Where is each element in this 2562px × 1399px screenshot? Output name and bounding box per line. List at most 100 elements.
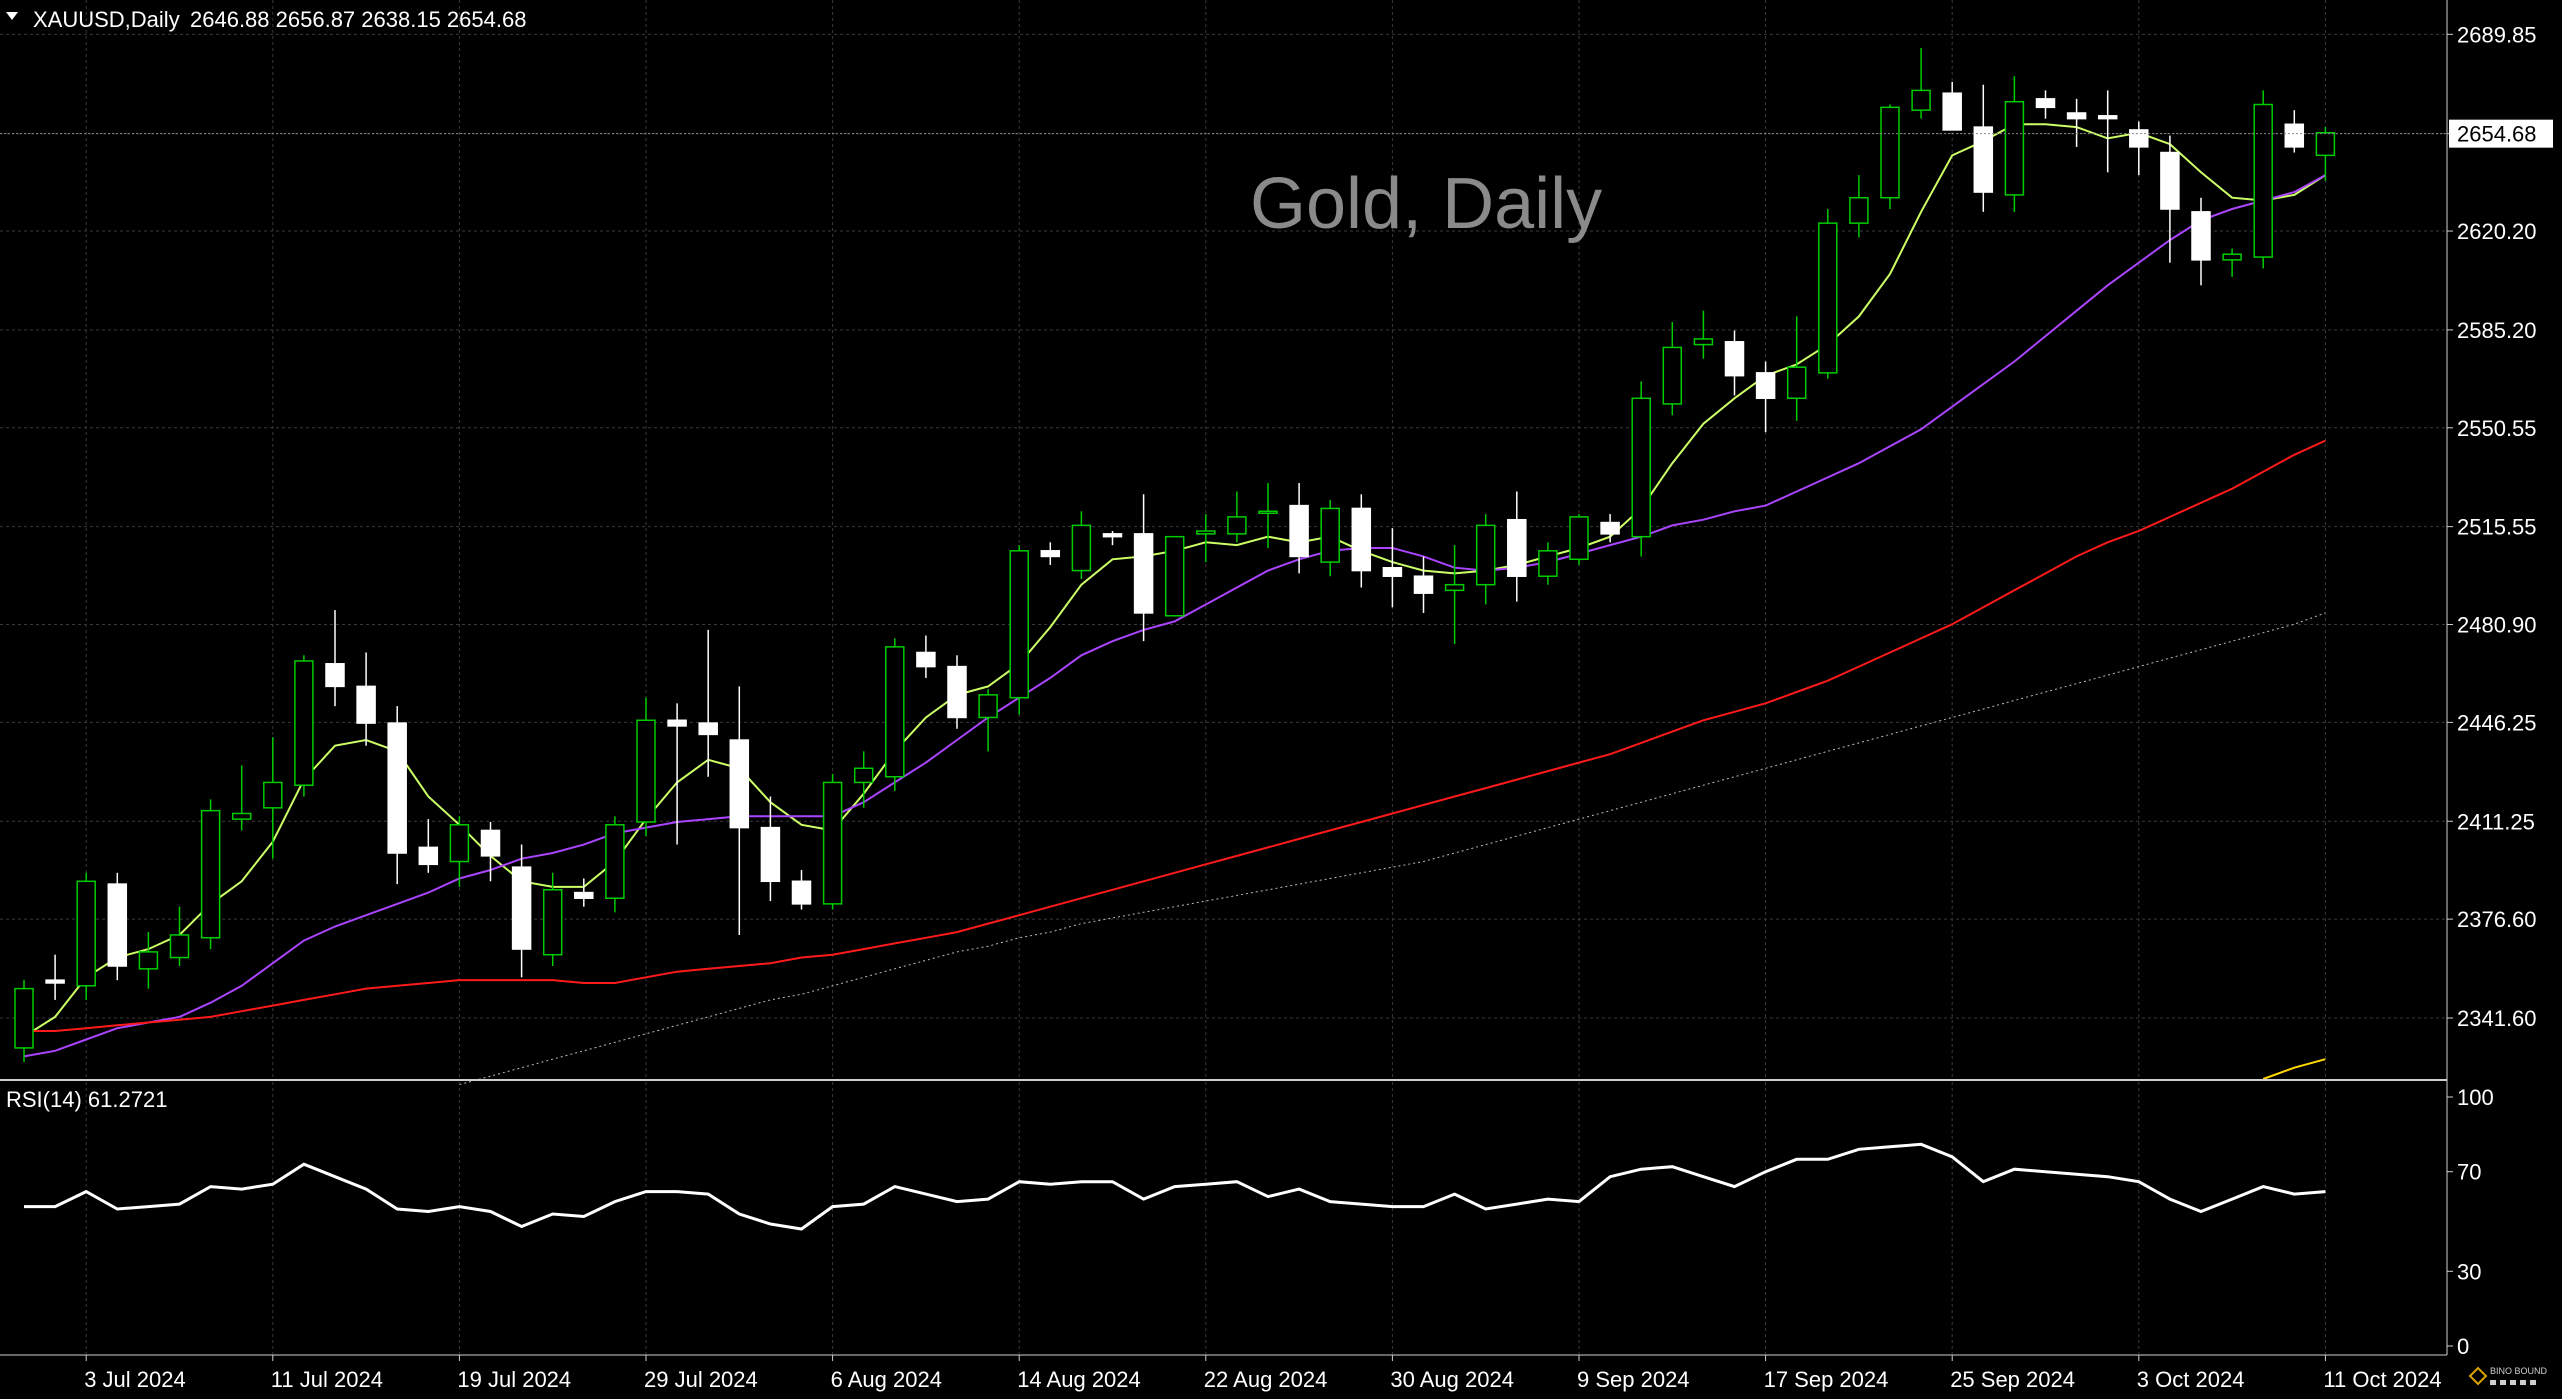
candle[interactable] [1040, 542, 1061, 565]
candle[interactable] [1102, 531, 1123, 546]
candle[interactable] [169, 906, 190, 967]
candle-body [356, 685, 376, 724]
candle[interactable] [853, 751, 874, 808]
candle[interactable] [760, 796, 781, 902]
candle[interactable] [356, 652, 376, 746]
candle[interactable] [1413, 556, 1434, 613]
candle[interactable] [1351, 494, 1372, 588]
candle[interactable] [1569, 514, 1589, 565]
candle-body [729, 739, 750, 829]
candle[interactable] [1444, 545, 1465, 645]
candle[interactable] [1755, 361, 1776, 433]
candle[interactable] [1786, 316, 1807, 421]
candle[interactable] [822, 773, 843, 910]
brand-bar-4 [2520, 1380, 2526, 1385]
candle[interactable] [138, 932, 159, 989]
candle[interactable] [1382, 528, 1403, 608]
candle-body [1133, 533, 1154, 614]
brand-bar-3 [2510, 1380, 2516, 1385]
candle[interactable] [2066, 98, 2087, 147]
candle[interactable] [325, 610, 345, 707]
candle[interactable] [2315, 127, 2336, 181]
candle[interactable] [418, 819, 439, 873]
candle[interactable] [2129, 121, 2149, 176]
candle[interactable] [729, 686, 750, 935]
time-axis[interactable]: 3 Jul 2024 11 Jul 2024 19 Jul 2024 29 Jul 2… [84, 1355, 2442, 1392]
candle-body [760, 826, 781, 883]
candle-body [325, 663, 345, 688]
candle[interactable] [2191, 197, 2211, 286]
collapse-triangle-icon[interactable] [6, 12, 18, 20]
candle[interactable] [885, 638, 905, 791]
candle-body [698, 722, 718, 736]
candle-body [1289, 504, 1309, 558]
candle[interactable] [2097, 90, 2118, 173]
candle[interactable] [1631, 381, 1651, 557]
candle[interactable] [636, 697, 656, 837]
candle[interactable] [1662, 322, 1683, 416]
price-axis[interactable]: 2689.85 2654.68 2620.20 2585.20 2550.55 2515.… [2447, 22, 2553, 1031]
candle[interactable] [1009, 545, 1029, 715]
candle[interactable] [294, 655, 314, 797]
rsi-label: RSI(14) 61.2721 [6, 1087, 167, 1112]
candle[interactable] [574, 878, 594, 907]
candle[interactable] [1227, 491, 1247, 543]
candle-body [1942, 92, 1962, 131]
candle-body [1196, 530, 1216, 535]
candle[interactable] [667, 703, 687, 845]
candle[interactable] [1724, 330, 1745, 396]
candle[interactable] [511, 844, 532, 978]
candle[interactable] [2035, 90, 2056, 119]
candle[interactable] [107, 872, 128, 981]
candle[interactable] [1289, 483, 1309, 574]
candle[interactable] [1693, 310, 1714, 359]
candle[interactable] [1133, 494, 1154, 642]
candle[interactable] [263, 737, 283, 859]
candles[interactable] [14, 48, 2336, 1063]
candle[interactable] [231, 765, 252, 831]
candle[interactable] [791, 869, 812, 910]
candle-body [263, 781, 283, 809]
candle[interactable] [1507, 491, 1527, 602]
candle[interactable] [1320, 499, 1340, 577]
candle[interactable] [387, 706, 407, 885]
candle[interactable] [2253, 90, 2273, 269]
candle[interactable] [45, 954, 65, 1000]
candle[interactable] [2160, 135, 2180, 263]
candle[interactable] [1600, 514, 1620, 543]
candle[interactable] [1258, 483, 1278, 548]
candle-body [1382, 566, 1403, 577]
candle[interactable] [1538, 542, 1558, 585]
candle-body [1818, 222, 1838, 374]
candle[interactable] [1942, 81, 1962, 131]
candle[interactable] [1911, 48, 1931, 119]
candle-body [138, 951, 159, 970]
candle[interactable] [480, 821, 501, 882]
candle[interactable] [605, 816, 625, 913]
candle[interactable] [916, 635, 936, 678]
candle[interactable] [698, 629, 718, 777]
candle[interactable] [14, 980, 34, 1063]
candle[interactable] [542, 872, 563, 967]
candle[interactable] [1164, 535, 1185, 617]
candle[interactable] [978, 689, 998, 752]
candle[interactable] [449, 816, 470, 887]
candle[interactable] [1818, 209, 1838, 379]
brand-text: BINO BOUND [2490, 1366, 2548, 1376]
candle[interactable] [947, 655, 967, 729]
candle[interactable] [1475, 514, 1496, 605]
candle-body [1631, 397, 1651, 538]
candle[interactable] [1071, 511, 1092, 580]
candle[interactable] [1196, 514, 1216, 563]
date-tick-label: 6 Aug 2024 [831, 1367, 942, 1392]
candle[interactable] [1973, 84, 1994, 212]
candle[interactable] [1849, 175, 1869, 238]
candle[interactable] [1880, 104, 1900, 210]
candle[interactable] [2284, 110, 2305, 153]
candle[interactable] [2222, 248, 2242, 277]
candle-body [1102, 533, 1123, 538]
candle[interactable] [76, 872, 96, 1000]
candle[interactable] [200, 799, 221, 950]
candle[interactable] [2004, 76, 2025, 212]
